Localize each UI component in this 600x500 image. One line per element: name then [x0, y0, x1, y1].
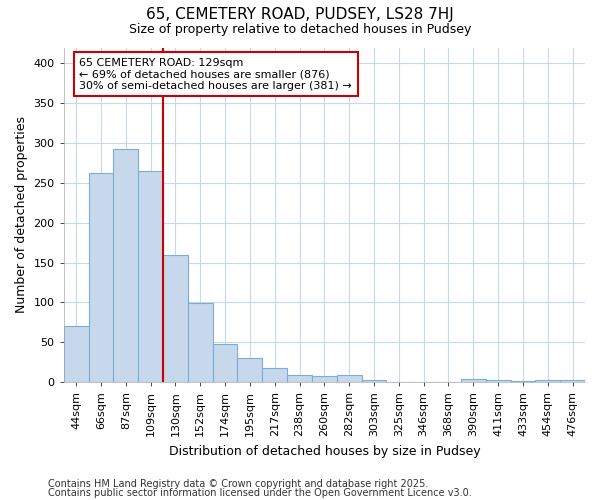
Text: Contains public sector information licensed under the Open Government Licence v3: Contains public sector information licen… — [48, 488, 472, 498]
Bar — [212, 344, 238, 382]
Bar — [163, 254, 188, 382]
Bar — [486, 380, 511, 382]
Bar — [238, 358, 262, 382]
Bar — [138, 171, 163, 382]
Bar — [535, 380, 560, 382]
X-axis label: Distribution of detached houses by size in Pudsey: Distribution of detached houses by size … — [169, 444, 480, 458]
Text: Size of property relative to detached houses in Pudsey: Size of property relative to detached ho… — [129, 22, 471, 36]
Text: 65, CEMETERY ROAD, PUDSEY, LS28 7HJ: 65, CEMETERY ROAD, PUDSEY, LS28 7HJ — [146, 8, 454, 22]
Bar — [64, 326, 89, 382]
Bar — [262, 368, 287, 382]
Bar — [312, 376, 337, 382]
Text: 65 CEMETERY ROAD: 129sqm
← 69% of detached houses are smaller (876)
30% of semi-: 65 CEMETERY ROAD: 129sqm ← 69% of detach… — [79, 58, 352, 90]
Bar — [362, 380, 386, 382]
Bar — [337, 375, 362, 382]
Bar — [287, 375, 312, 382]
Bar — [461, 379, 486, 382]
Bar — [188, 303, 212, 382]
Y-axis label: Number of detached properties: Number of detached properties — [15, 116, 28, 314]
Text: Contains HM Land Registry data © Crown copyright and database right 2025.: Contains HM Land Registry data © Crown c… — [48, 479, 428, 489]
Bar — [89, 172, 113, 382]
Bar — [113, 148, 138, 382]
Bar — [560, 380, 585, 382]
Bar — [511, 381, 535, 382]
